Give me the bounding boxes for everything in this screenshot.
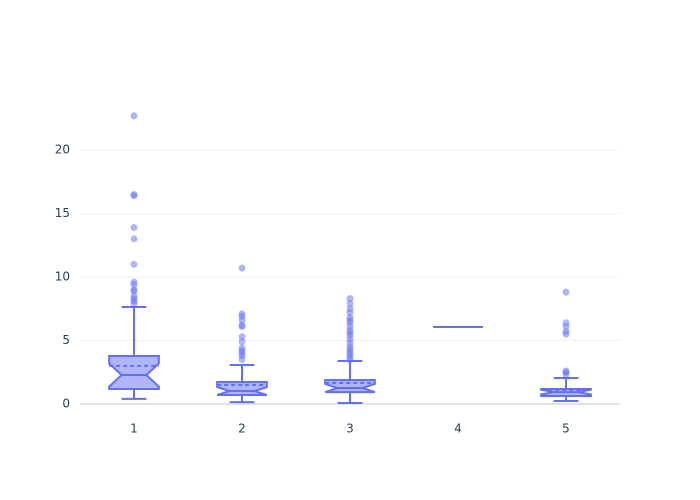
outlier — [238, 333, 246, 341]
outlier — [130, 300, 138, 308]
outlier — [130, 260, 138, 268]
outlier — [130, 192, 138, 200]
x-tick-label: 5 — [562, 422, 570, 436]
outlier — [238, 264, 246, 272]
outlier — [238, 338, 246, 346]
outlier — [130, 235, 138, 243]
outlier — [238, 316, 246, 324]
outlier — [238, 356, 246, 364]
outlier — [346, 300, 354, 308]
x-tick-label: 3 — [346, 422, 354, 436]
x-tick-label: 2 — [238, 422, 246, 436]
outlier — [562, 288, 570, 296]
outlier — [130, 287, 138, 295]
outlier — [562, 323, 570, 331]
y-tick-label: 0 — [62, 397, 70, 411]
outlier — [130, 281, 138, 289]
y-tick-label: 5 — [62, 333, 70, 347]
outlier — [238, 323, 246, 331]
outlier — [346, 309, 354, 317]
outlier — [346, 295, 354, 303]
y-tick-label: 10 — [55, 270, 70, 284]
y-tick-label: 15 — [55, 206, 70, 220]
outlier — [562, 371, 570, 379]
outlier — [130, 223, 138, 231]
outlier — [346, 356, 354, 364]
outlier — [562, 330, 570, 338]
y-tick-label: 20 — [55, 143, 70, 157]
box-body — [324, 379, 376, 394]
x-tick-label: 4 — [454, 422, 462, 436]
box-body — [108, 355, 160, 391]
outlier — [130, 112, 138, 120]
x-tick-label: 1 — [130, 422, 138, 436]
